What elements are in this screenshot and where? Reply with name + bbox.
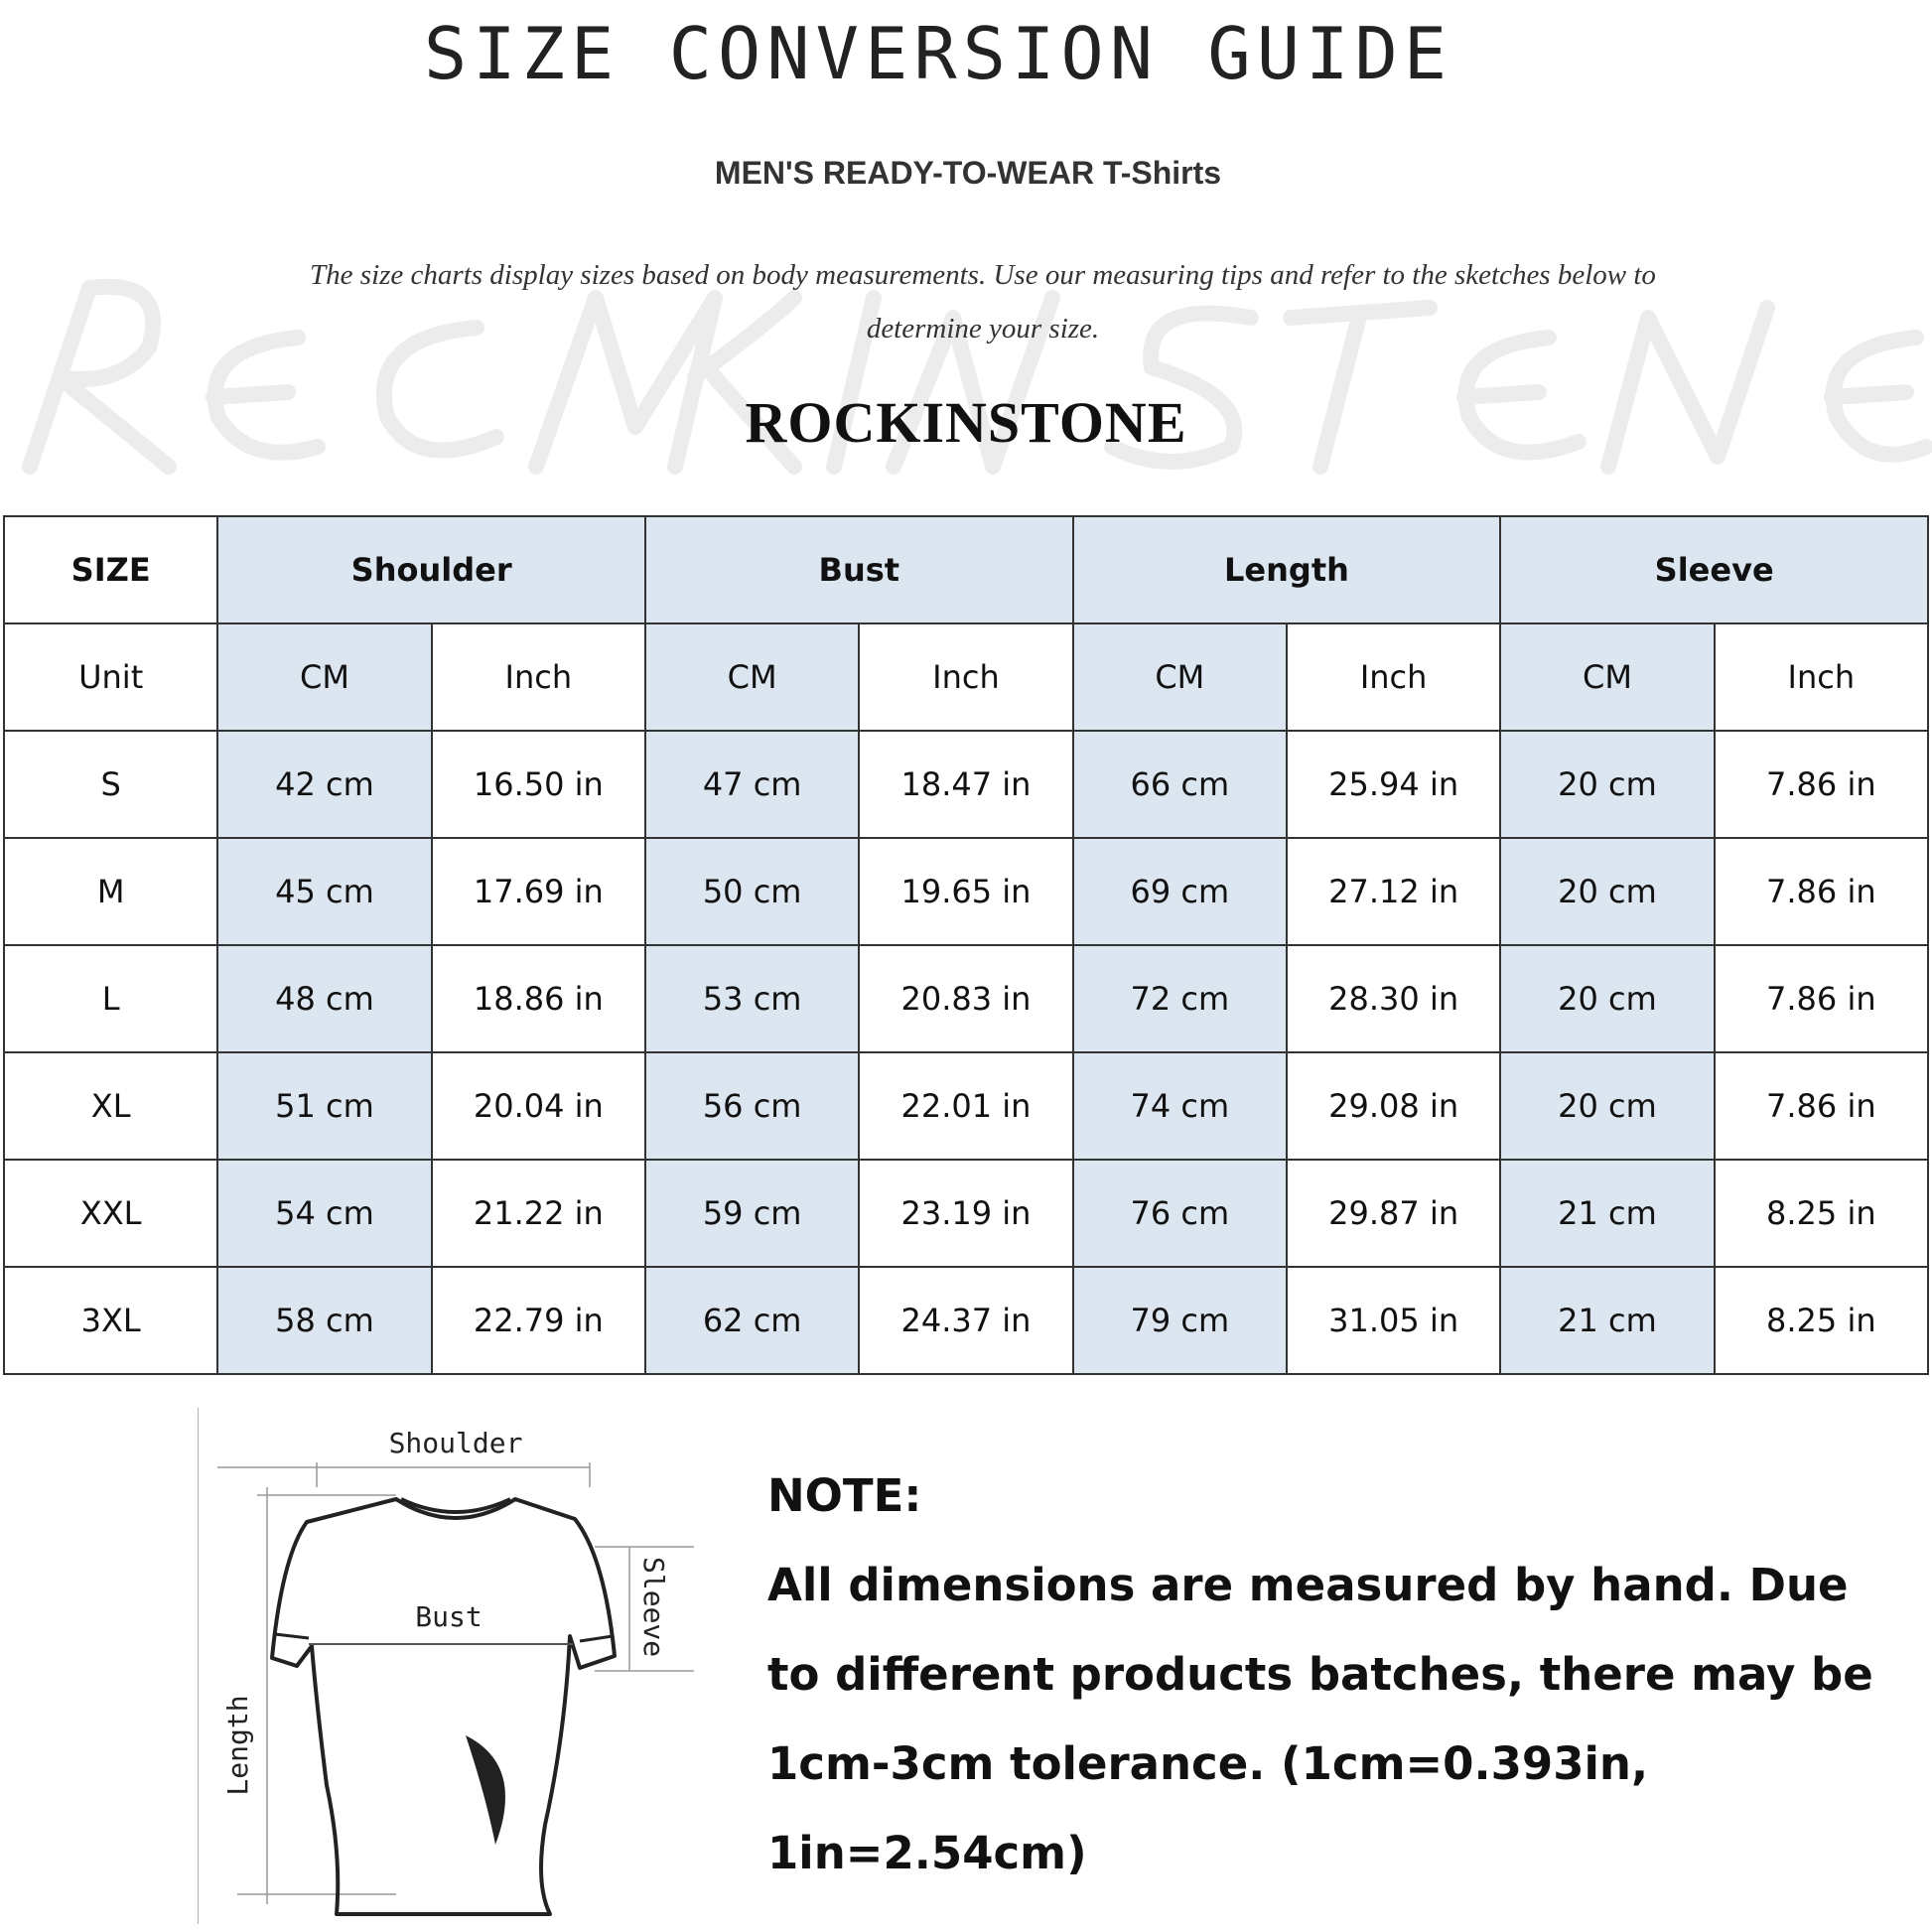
measure-guides bbox=[198, 1408, 694, 1924]
measurement-cell: 56 cm bbox=[643, 1051, 861, 1161]
size-table: SIZE Shoulder Bust Length Sleeve Unit CM Inch CM… bbox=[2, 515, 1930, 1375]
brand-name: ROCKINSTONE bbox=[745, 390, 1187, 455]
header-row: SIZE Shoulder Bust Length Sleeve bbox=[2, 515, 1929, 624]
measurement-cell: 48 cm bbox=[216, 944, 433, 1053]
measurement-cell: 76 cm bbox=[1071, 1159, 1288, 1268]
column-header: Sleeve bbox=[1499, 515, 1929, 624]
unit-cell: Unit bbox=[2, 622, 219, 732]
measurement-cell: 22.01 in bbox=[858, 1051, 1074, 1161]
unit-cell: Inch bbox=[430, 622, 646, 732]
unit-cell: Inch bbox=[858, 622, 1074, 732]
table-row: M 45 cm 17.69 in 50 cm 19.65 in 69 cm 27.12 in… bbox=[2, 837, 1930, 946]
measurement-cell: 20 cm bbox=[1499, 837, 1716, 946]
measurement-cell: 51 cm bbox=[216, 1051, 433, 1161]
subtitle: MEN'S READY-TO-WEAR T-Shirts bbox=[714, 155, 1222, 191]
unit-cell: CM bbox=[216, 622, 433, 732]
measurement-cell: 20 cm bbox=[1499, 1051, 1716, 1161]
size-cell: XL bbox=[2, 1051, 219, 1161]
measurement-cell: 21.22 in bbox=[430, 1159, 646, 1268]
size-cell: M bbox=[2, 837, 219, 946]
measurement-cell: 72 cm bbox=[1071, 944, 1288, 1053]
measurement-cell: 25.94 in bbox=[1285, 730, 1502, 839]
measurement-cell: 17.69 in bbox=[430, 837, 646, 946]
description: The size charts display sizes based on b… bbox=[310, 259, 1656, 345]
note-heading: NOTE: bbox=[767, 1469, 922, 1522]
measurement-cell: 53 cm bbox=[643, 944, 861, 1053]
measurement-cell: 50 cm bbox=[643, 837, 861, 946]
measurement-cell: 20.04 in bbox=[430, 1051, 646, 1161]
bust-label: Bust bbox=[415, 1600, 482, 1633]
shoulder-label: Shoulder bbox=[389, 1427, 523, 1459]
measurement-cell: 20 cm bbox=[1499, 730, 1716, 839]
tshirt-measurement-diagram: Shoulder Bust Sleeve Length bbox=[198, 1408, 694, 1924]
measurement-cell: 20.83 in bbox=[858, 944, 1074, 1053]
page-title: SIZE CONVERSION GUIDE bbox=[423, 12, 1453, 95]
note-text: All dimensions are measured by hand. Due… bbox=[767, 1559, 1873, 1879]
measurement-cell: 69 cm bbox=[1071, 837, 1288, 946]
measurement-cell: 22.79 in bbox=[430, 1266, 646, 1375]
size-cell: L bbox=[2, 944, 219, 1053]
measurement-cell: 20 cm bbox=[1499, 944, 1716, 1053]
measurement-cell: 24.37 in bbox=[858, 1266, 1074, 1375]
measurement-cell: 59 cm bbox=[643, 1159, 861, 1268]
unit-row: Unit CM Inch CM Inch CM Inch CM Inch bbox=[2, 622, 1930, 732]
measurement-cell: 62 cm bbox=[643, 1266, 861, 1375]
size-header: SIZE bbox=[2, 515, 219, 624]
measurement-cell: 21 cm bbox=[1499, 1266, 1716, 1375]
measurement-cell: 29.87 in bbox=[1285, 1159, 1502, 1268]
measurement-cell: 47 cm bbox=[643, 730, 861, 839]
unit-cell: CM bbox=[1499, 622, 1716, 732]
column-header: Shoulder bbox=[216, 515, 646, 624]
column-header: Bust bbox=[643, 515, 1074, 624]
size-cell: 3XL bbox=[2, 1266, 219, 1375]
table-row: XL 51 cm 20.04 in 56 cm 22.01 in 74 cm 29.08 i… bbox=[2, 1051, 1930, 1161]
measurement-cell: 74 cm bbox=[1071, 1051, 1288, 1161]
measurement-cell: 7.86 in bbox=[1713, 837, 1930, 946]
unit-cell: Inch bbox=[1713, 622, 1930, 732]
measurement-cell: 21 cm bbox=[1499, 1159, 1716, 1268]
length-label: Length bbox=[221, 1695, 254, 1795]
measurement-cell: 18.47 in bbox=[858, 730, 1074, 839]
note-section: NOTE: All dimensions are measured by han… bbox=[767, 1451, 1909, 1898]
tshirt-outline bbox=[270, 1497, 617, 1916]
table-row: S 42 cm 16.50 in 47 cm 18.47 in 66 cm 25.94 in… bbox=[2, 730, 1930, 839]
measurement-cell: 29.08 in bbox=[1285, 1051, 1502, 1161]
measurement-cell: 27.12 in bbox=[1285, 837, 1502, 946]
measurement-cell: 8.25 in bbox=[1713, 1266, 1930, 1375]
sleeve-label: Sleeve bbox=[637, 1557, 670, 1657]
measurement-cell: 7.86 in bbox=[1713, 730, 1930, 839]
measurement-cell: 18.86 in bbox=[430, 944, 646, 1053]
measurement-cell: 45 cm bbox=[216, 837, 433, 946]
measurement-cell: 42 cm bbox=[216, 730, 433, 839]
measurement-cell: 7.86 in bbox=[1713, 944, 1930, 1053]
unit-cell: CM bbox=[1071, 622, 1288, 732]
size-cell: S bbox=[2, 730, 219, 839]
watermark-graphic bbox=[22, 278, 1932, 475]
measurement-cell: 16.50 in bbox=[430, 730, 646, 839]
measurement-cell: 79 cm bbox=[1071, 1266, 1288, 1375]
measurement-cell: 28.30 in bbox=[1285, 944, 1502, 1053]
unit-cell: Inch bbox=[1285, 622, 1502, 732]
table-row: XXL 54 cm 21.22 in 59 cm 23.19 in 76 cm 29.87 … bbox=[2, 1159, 1930, 1268]
measurement-cell: 23.19 in bbox=[858, 1159, 1074, 1268]
measurement-cell: 66 cm bbox=[1071, 730, 1288, 839]
measurement-cell: 54 cm bbox=[216, 1159, 433, 1268]
table-row: 3XL 58 cm 22.79 in 62 cm 24.37 in 79 cm 31.05 … bbox=[2, 1266, 1930, 1375]
unit-cell: CM bbox=[643, 622, 861, 732]
size-cell: XXL bbox=[2, 1159, 219, 1268]
measurement-cell: 19.65 in bbox=[858, 837, 1074, 946]
measurement-cell: 8.25 in bbox=[1713, 1159, 1930, 1268]
shirt-shadow bbox=[466, 1735, 505, 1845]
table-row: L 48 cm 18.86 in 53 cm 20.83 in 72 cm 28.30 in… bbox=[2, 944, 1930, 1053]
measurement-cell: 58 cm bbox=[216, 1266, 433, 1375]
column-header: Length bbox=[1071, 515, 1502, 624]
measurement-cell: 31.05 in bbox=[1285, 1266, 1502, 1375]
measurement-cell: 7.86 in bbox=[1713, 1051, 1930, 1161]
